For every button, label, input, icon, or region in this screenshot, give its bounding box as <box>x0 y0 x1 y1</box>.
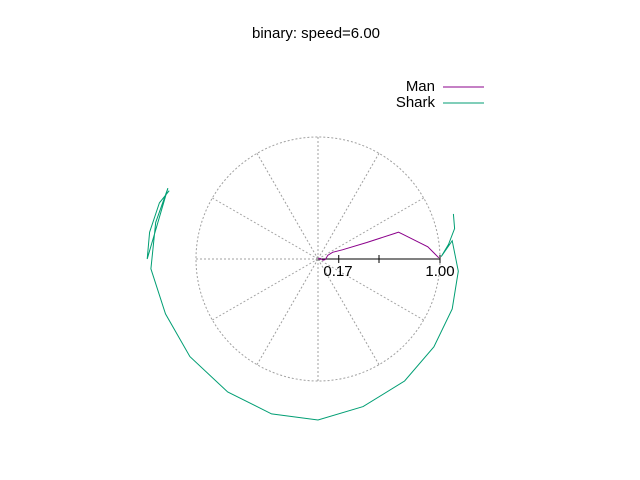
r-tick-label-1: 1.00 <box>425 263 454 280</box>
legend-label-man: Man <box>406 78 435 95</box>
grid-spoke-11 <box>317 258 424 321</box>
grid-spoke-1 <box>317 197 424 260</box>
series-line-man <box>317 231 440 261</box>
chart-title: binary: speed=6.00 <box>252 25 380 42</box>
radial-axis <box>318 255 441 263</box>
grid-spoke-2 <box>317 153 380 260</box>
series-layer <box>146 188 459 421</box>
legend-label-shark: Shark <box>396 94 436 111</box>
grid-spoke-5 <box>212 197 319 260</box>
r-tick-label-0: 0.17 <box>323 263 352 280</box>
grid-spoke-10 <box>317 258 380 365</box>
series-line-shark <box>146 188 459 421</box>
grid-spoke-8 <box>256 258 319 365</box>
grid-spoke-7 <box>212 258 319 321</box>
grid-spoke-4 <box>256 153 319 260</box>
legend: Man Shark <box>396 78 484 111</box>
